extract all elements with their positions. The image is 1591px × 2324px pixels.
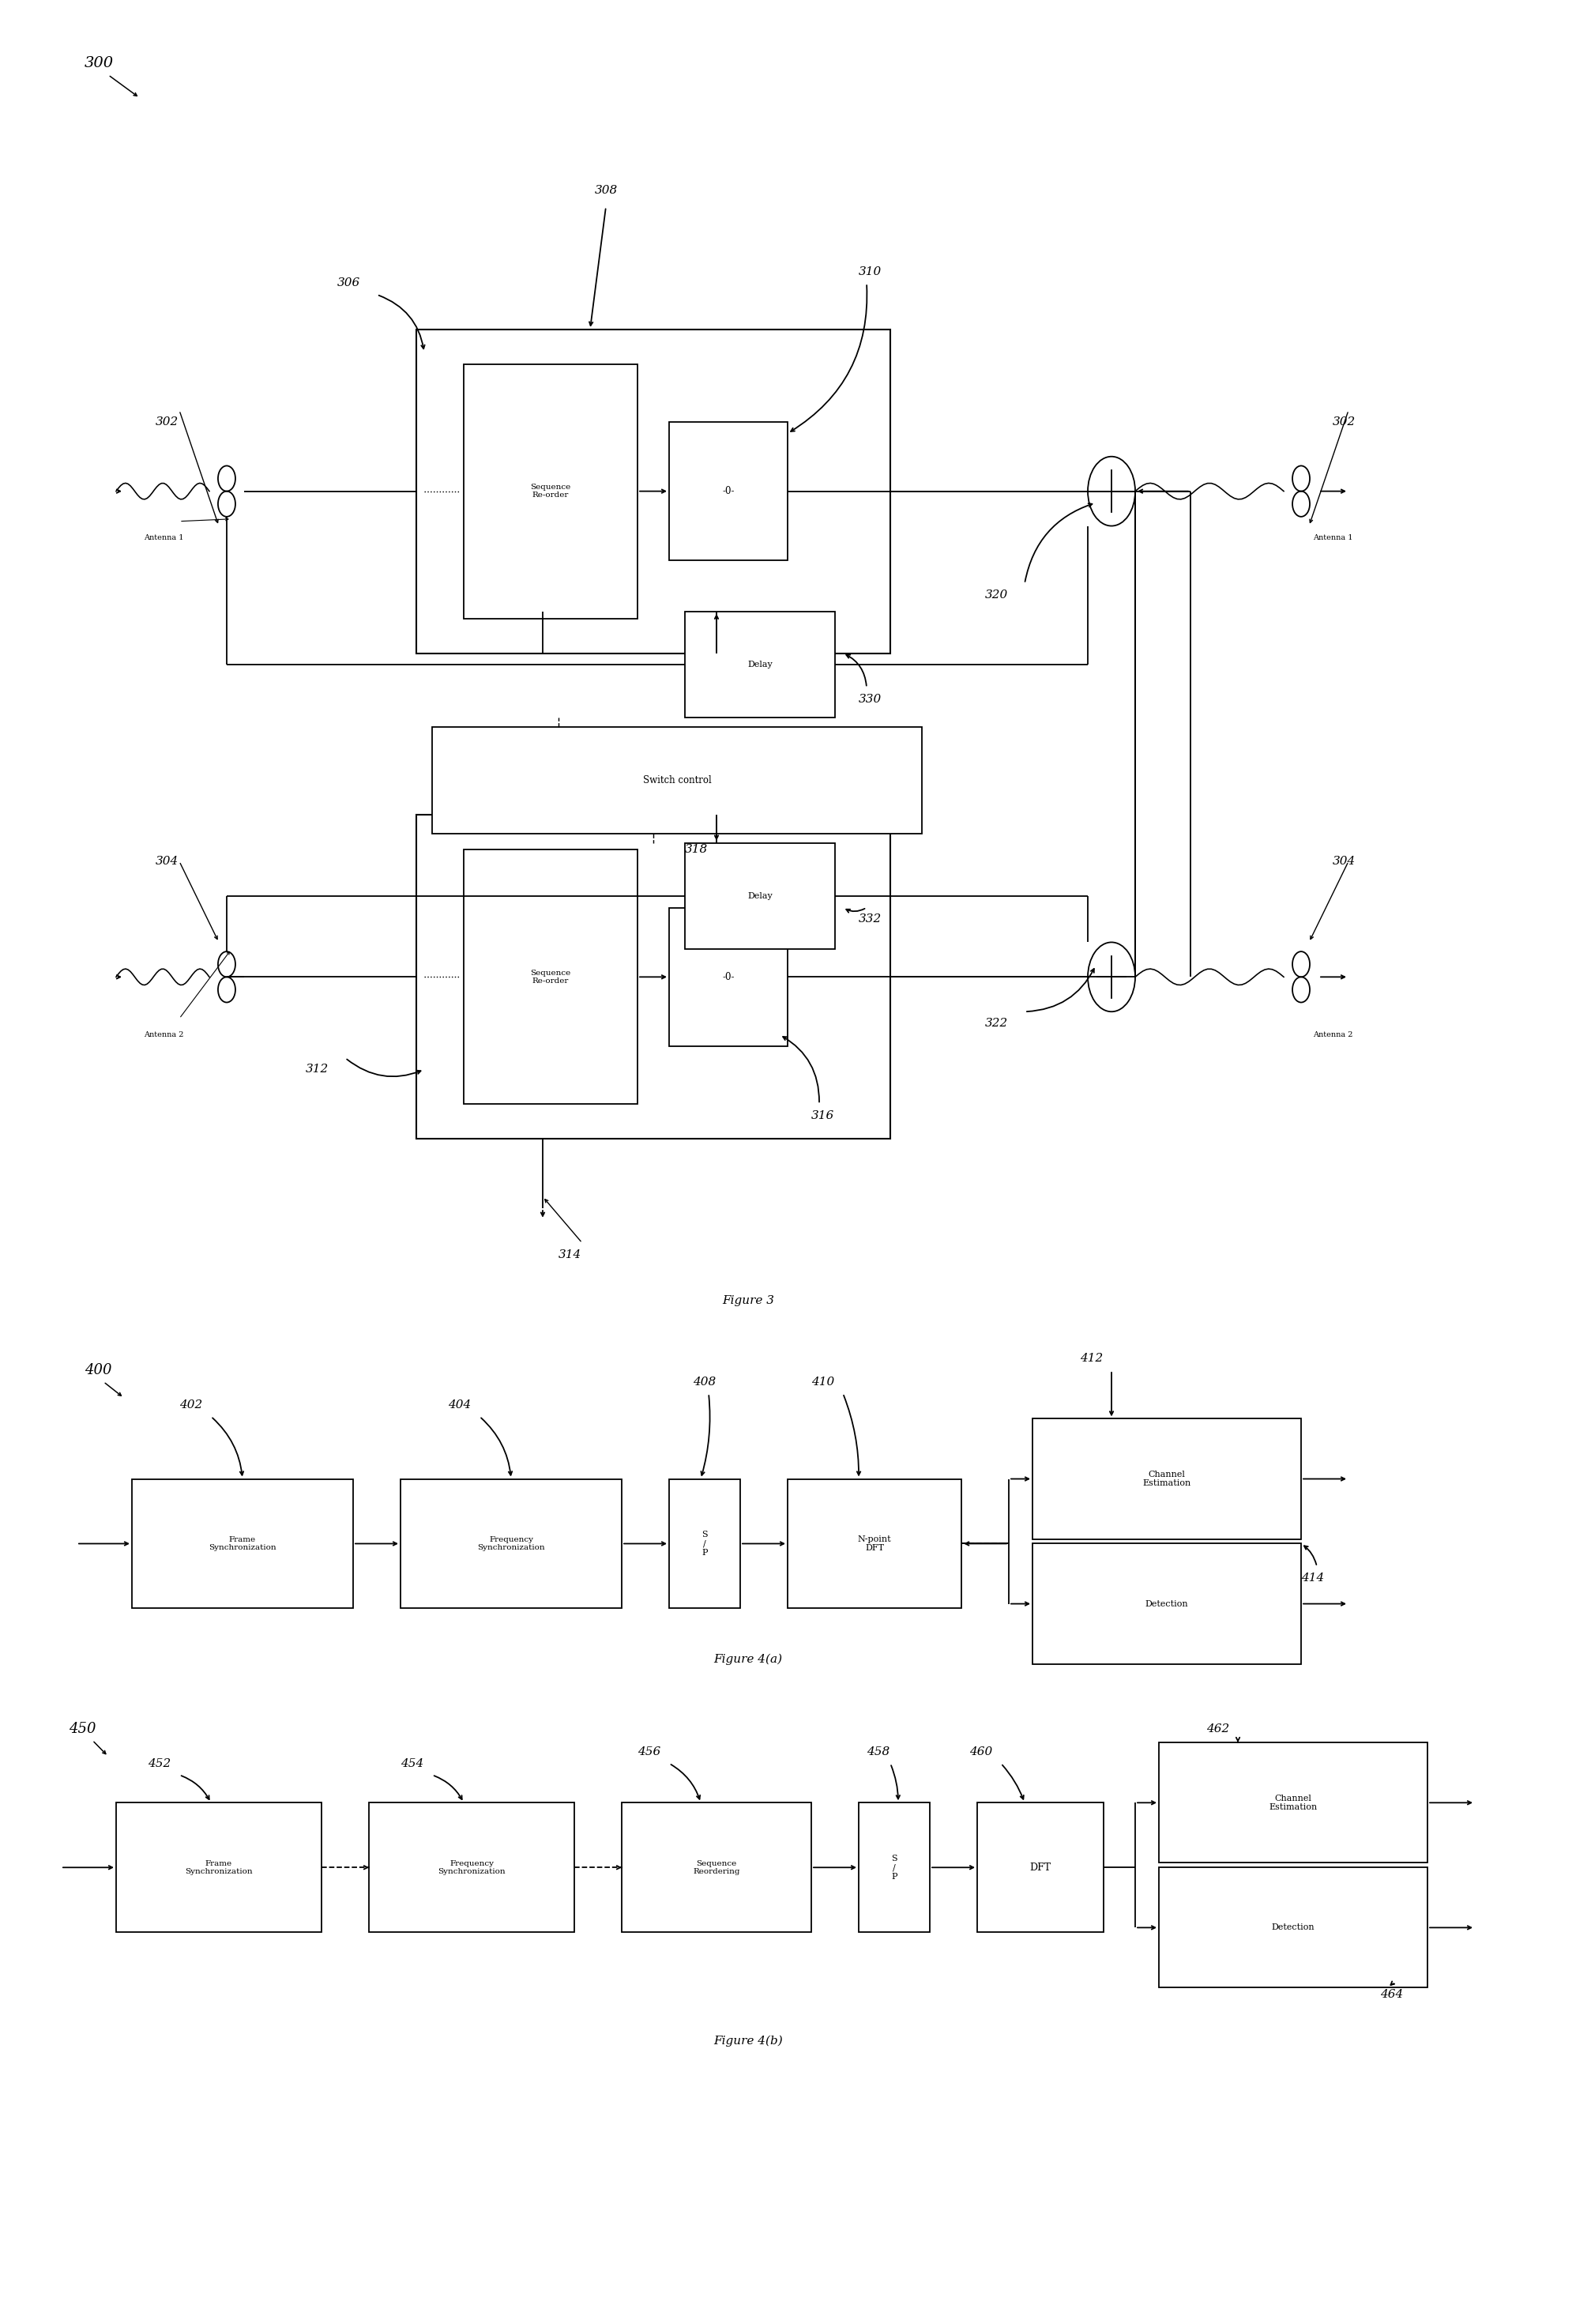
Text: 304: 304	[1333, 855, 1356, 867]
Text: 302: 302	[1333, 416, 1356, 428]
Text: 404: 404	[449, 1399, 471, 1411]
Text: 458: 458	[867, 1745, 889, 1757]
Text: 304: 304	[156, 855, 178, 867]
FancyBboxPatch shape	[369, 1803, 574, 1931]
FancyBboxPatch shape	[463, 851, 638, 1104]
FancyBboxPatch shape	[401, 1478, 622, 1608]
Text: 306: 306	[337, 277, 361, 288]
Text: Antenna 2: Antenna 2	[1313, 1032, 1352, 1039]
Text: Detection: Detection	[1271, 1924, 1314, 1931]
FancyBboxPatch shape	[116, 1803, 321, 1931]
Text: 318: 318	[684, 844, 708, 855]
Text: -0-: -0-	[722, 486, 735, 497]
FancyBboxPatch shape	[1158, 1743, 1427, 1864]
Text: 412: 412	[1080, 1353, 1103, 1364]
Text: 308: 308	[595, 186, 617, 195]
Text: Channel
Estimation: Channel Estimation	[1142, 1471, 1192, 1487]
Text: Frame
Synchronization: Frame Synchronization	[185, 1859, 253, 1875]
Text: 454: 454	[401, 1757, 423, 1769]
Text: 314: 314	[558, 1248, 582, 1260]
FancyBboxPatch shape	[859, 1803, 929, 1931]
FancyBboxPatch shape	[463, 365, 638, 618]
Text: S
/
P: S / P	[702, 1532, 708, 1557]
Text: 400: 400	[84, 1364, 111, 1378]
Text: Figure 4(b): Figure 4(b)	[713, 2036, 783, 2047]
FancyBboxPatch shape	[977, 1803, 1104, 1931]
Text: 330: 330	[859, 695, 881, 704]
FancyBboxPatch shape	[670, 1478, 740, 1608]
Text: Antenna 1: Antenna 1	[143, 535, 183, 541]
Text: 414: 414	[1301, 1573, 1324, 1585]
Text: 464: 464	[1379, 1989, 1403, 2001]
Text: DFT: DFT	[1029, 1862, 1052, 1873]
FancyBboxPatch shape	[132, 1478, 353, 1608]
FancyBboxPatch shape	[1158, 1868, 1427, 1987]
Text: Antenna 2: Antenna 2	[143, 1032, 183, 1039]
FancyBboxPatch shape	[417, 816, 891, 1139]
Text: 402: 402	[180, 1399, 202, 1411]
Text: 312: 312	[305, 1064, 329, 1076]
Text: Delay: Delay	[748, 892, 773, 899]
Text: Antenna 1: Antenna 1	[1313, 535, 1352, 541]
FancyBboxPatch shape	[1033, 1543, 1301, 1664]
Text: Frequency
Synchronization: Frequency Synchronization	[477, 1536, 544, 1552]
Text: 410: 410	[811, 1376, 834, 1387]
Text: Detection: Detection	[1146, 1599, 1188, 1608]
Text: 408: 408	[692, 1376, 716, 1387]
FancyBboxPatch shape	[670, 909, 788, 1046]
Text: 460: 460	[969, 1745, 993, 1757]
FancyBboxPatch shape	[433, 727, 921, 834]
FancyBboxPatch shape	[417, 330, 891, 653]
Text: Sequence
Re-order: Sequence Re-order	[530, 483, 571, 500]
Text: Figure 3: Figure 3	[722, 1294, 775, 1306]
FancyBboxPatch shape	[670, 423, 788, 560]
Text: 322: 322	[985, 1018, 1009, 1030]
FancyBboxPatch shape	[1033, 1418, 1301, 1538]
Text: 452: 452	[148, 1757, 170, 1769]
FancyBboxPatch shape	[684, 844, 835, 948]
Text: 462: 462	[1206, 1722, 1230, 1734]
Text: Frame
Synchronization: Frame Synchronization	[208, 1536, 277, 1552]
Text: 316: 316	[811, 1111, 834, 1120]
Text: Figure 4(a): Figure 4(a)	[714, 1655, 783, 1664]
Text: 320: 320	[985, 590, 1009, 602]
FancyBboxPatch shape	[684, 611, 835, 718]
Text: Delay: Delay	[748, 660, 773, 669]
Text: 310: 310	[859, 265, 881, 277]
Text: Switch control: Switch control	[643, 776, 711, 786]
Text: 456: 456	[638, 1745, 660, 1757]
Text: 332: 332	[859, 913, 881, 925]
Text: 302: 302	[156, 416, 178, 428]
Text: 450: 450	[68, 1722, 95, 1736]
Text: Sequence
Re-order: Sequence Re-order	[530, 969, 571, 985]
Text: Channel
Estimation: Channel Estimation	[1270, 1794, 1317, 1810]
Text: N-point
DFT: N-point DFT	[858, 1536, 891, 1552]
FancyBboxPatch shape	[788, 1478, 961, 1608]
Text: 300: 300	[84, 56, 115, 70]
Text: Sequence
Reordering: Sequence Reordering	[694, 1859, 740, 1875]
Text: Frequency
Synchronization: Frequency Synchronization	[438, 1859, 506, 1875]
FancyBboxPatch shape	[622, 1803, 811, 1931]
Text: -0-: -0-	[722, 971, 735, 983]
Text: S
/
P: S / P	[891, 1855, 897, 1880]
